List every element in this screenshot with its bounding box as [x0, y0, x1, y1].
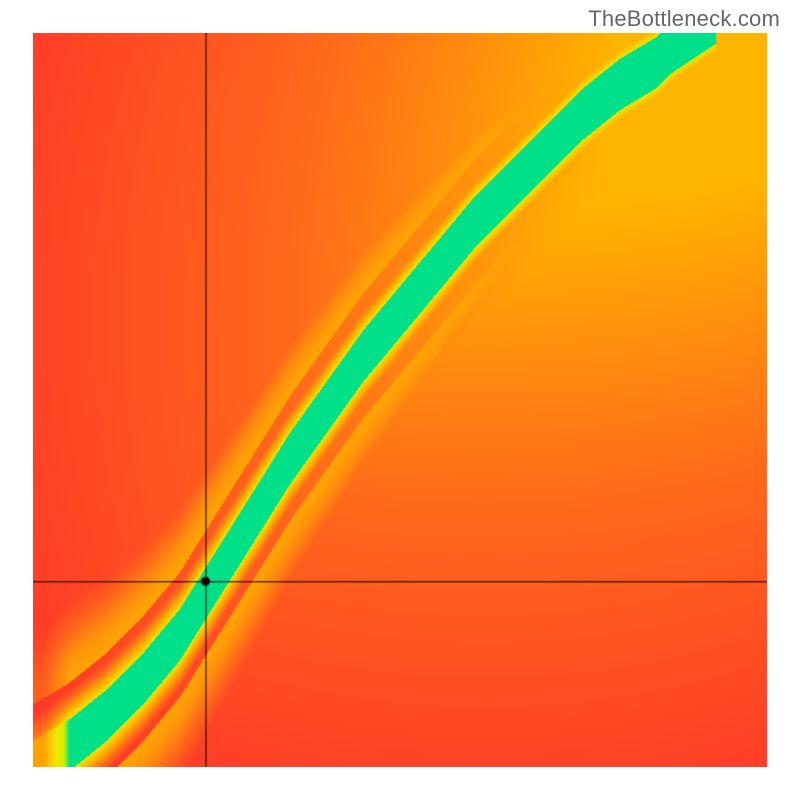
chart-container: TheBottleneck.com	[0, 0, 800, 800]
plot-area	[33, 33, 767, 767]
watermark-text: TheBottleneck.com	[588, 6, 780, 32]
heatmap-canvas	[33, 33, 767, 767]
